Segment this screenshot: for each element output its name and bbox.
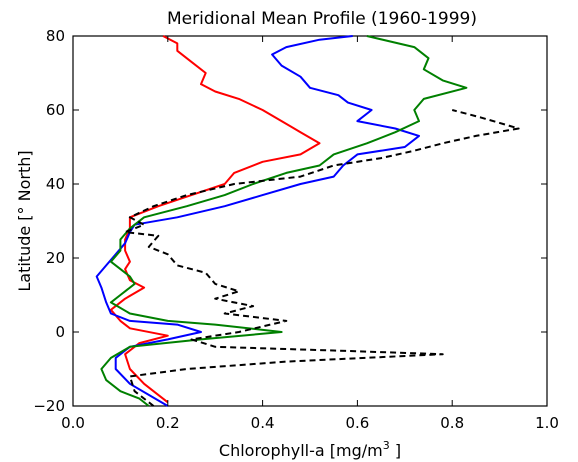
series-line-2	[95, 35, 420, 407]
y-tick-label: 0	[55, 323, 65, 341]
y-tick-label: 60	[46, 101, 65, 119]
series-layer	[95, 35, 520, 407]
x-tick-label: 0.8	[440, 414, 464, 432]
plot-frame	[72, 35, 548, 407]
x-axis-title-sup: 3	[383, 439, 390, 452]
x-tick-label: 0.2	[156, 414, 180, 432]
y-tick-label: 40	[46, 175, 65, 193]
x-tick-label: 0.6	[345, 414, 369, 432]
y-tick-label: −20	[33, 397, 65, 415]
y-tick-label: 80	[46, 27, 65, 45]
series-line-3	[100, 35, 468, 407]
x-axis-title-main: Chlorophyll-a [mg/m	[219, 441, 383, 460]
x-tick-label: 0.0	[61, 414, 85, 432]
x-tick-label: 0.4	[251, 414, 275, 432]
x-axis-title-tail: ]	[390, 441, 401, 460]
ticks-layer: 0.0 0.2 0.4 0.6 0.8 1.0 −20 0 20 40 60 80	[33, 27, 559, 432]
y-axis-title: Latitude [° North]	[15, 150, 34, 291]
series-line-4	[124, 109, 520, 407]
chart-title: Meridional Mean Profile (1960-1999)	[167, 9, 477, 29]
x-axis-title: Chlorophyll-a [mg/m3 ]	[219, 439, 401, 460]
y-tick-label: 20	[46, 249, 65, 267]
x-tick-label: 1.0	[535, 414, 559, 432]
